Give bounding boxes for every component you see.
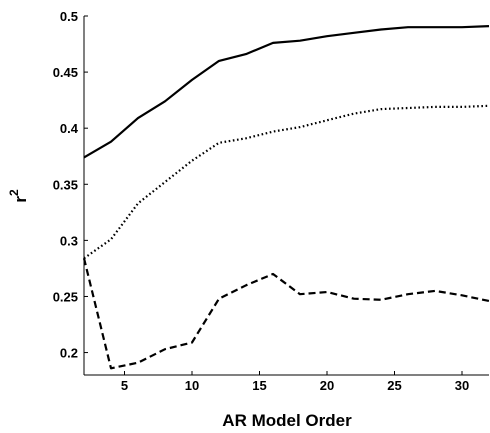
x-tick-label: 5 [121, 378, 128, 393]
y-tick-label: 0.5 [60, 9, 78, 24]
y-axis-title: r2 [7, 189, 30, 203]
plot-lines [82, 25, 490, 370]
series-line-solid [83, 25, 490, 159]
series-line-dotted [83, 104, 490, 260]
y-tick-label: 0.2 [60, 346, 78, 361]
y-tick-label: 0.3 [60, 233, 78, 248]
y-tick-label: 0.35 [53, 177, 78, 192]
y-tick-label: 0.4 [60, 121, 79, 136]
x-tick-label: 25 [387, 378, 401, 393]
x-tick-label: 20 [320, 378, 334, 393]
y-tick-label: 0.25 [53, 289, 78, 304]
y-axis-title-superscript: 2 [7, 189, 21, 196]
y-tick-label: 0.45 [53, 65, 78, 80]
x-tick-label: 15 [252, 378, 266, 393]
y-axis-title-base: r [11, 196, 30, 203]
axes [83, 16, 489, 376]
ticks: 5 10 15 20 25 30 0.2 0.25 0.3 0.35 0.4 0.45 0.5 [53, 9, 470, 393]
x-axis-title: AR Model Order [222, 411, 352, 430]
series-line-dashed [82, 258, 490, 370]
x-tick-label: 30 [455, 378, 469, 393]
x-tick-label: 10 [185, 378, 199, 393]
